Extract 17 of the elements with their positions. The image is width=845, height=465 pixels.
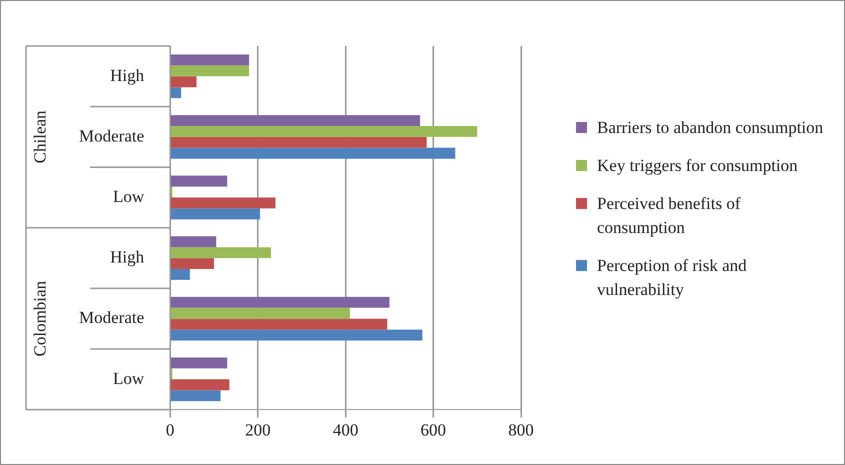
- y-tick-label: Low: [112, 368, 145, 388]
- text: Colombian: [30, 280, 50, 356]
- x-tick-label: 0: [166, 420, 174, 440]
- y-tick-label: Moderate: [78, 126, 144, 146]
- legend-label: Perceived benefits of consumption: [597, 193, 742, 239]
- legend-label: Key triggers for consumption: [597, 155, 798, 177]
- x-tick-label: 400: [332, 420, 358, 440]
- x-tick-label: 600: [420, 420, 446, 440]
- text: Chilean: [30, 110, 50, 164]
- legend-label: Barriers to abandon consumption: [597, 117, 824, 139]
- y-tick-label: Moderate: [78, 308, 144, 328]
- y-tick-label: High: [110, 66, 145, 85]
- x-tick-label: 800: [508, 420, 534, 440]
- y-tick-label: Low: [112, 186, 145, 206]
- legend-label: Perception of risk and vulnerability: [597, 255, 748, 301]
- y-tick-label: High: [110, 248, 145, 267]
- x-tick-label: 200: [245, 420, 271, 440]
